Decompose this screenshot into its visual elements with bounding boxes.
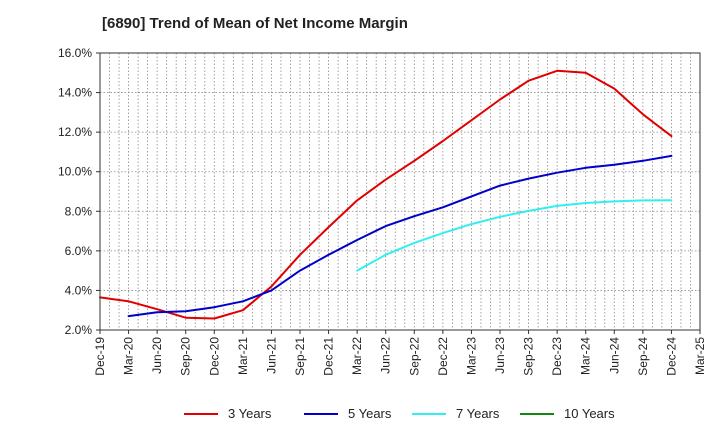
- x-tick-label: Mar-22: [350, 337, 364, 375]
- y-tick-label: 8.0%: [65, 204, 93, 218]
- legend-swatch: [412, 412, 446, 415]
- y-tick-label: 16.0%: [58, 46, 92, 60]
- x-tick-label: Sep-22: [407, 337, 421, 376]
- legend-label: 3 Years: [228, 406, 272, 421]
- x-tick-label: Mar-25: [693, 337, 707, 375]
- x-tick-label: Mar-24: [579, 337, 593, 375]
- x-tick-label: Mar-20: [122, 337, 136, 375]
- x-tick-label: Sep-24: [636, 337, 650, 376]
- x-tick-label: Sep-21: [293, 337, 307, 376]
- x-tick-label: Mar-23: [464, 337, 478, 375]
- grid-lines: [100, 53, 700, 330]
- x-tick-label: Jun-21: [264, 337, 278, 374]
- tick-labels: 2.0% 4.0% 6.0% 8.0% 10.0% 12.0% 14.0% 16.0% Dec-…: [58, 46, 707, 376]
- x-tick-label: Dec-22: [436, 337, 450, 376]
- legend: 3 Years 5 Years 7 Years 10 Years: [0, 406, 720, 426]
- y-tick-label: 14.0%: [58, 86, 92, 100]
- y-tick-label: 2.0%: [65, 323, 93, 337]
- x-tick-label: Dec-23: [550, 337, 564, 376]
- x-tick-label: Dec-21: [322, 337, 336, 376]
- series-line-7-years: [356, 199, 673, 272]
- y-tick-label: 10.0%: [58, 165, 92, 179]
- axes: [96, 52, 701, 334]
- legend-swatch: [304, 412, 338, 415]
- y-tick-label: 4.0%: [65, 283, 93, 297]
- legend-swatch: [520, 412, 554, 415]
- x-tick-label: Dec-19: [93, 337, 107, 376]
- x-tick-label: Jun-23: [493, 337, 507, 374]
- legend-item: 10 Years: [520, 406, 615, 421]
- series-lines: [99, 69, 673, 320]
- legend-label: 7 Years: [456, 406, 500, 421]
- y-tick-label: 12.0%: [58, 125, 92, 139]
- series-line-5-years: [127, 154, 673, 318]
- legend-item: 7 Years: [412, 406, 499, 421]
- x-tick-label: Jun-22: [379, 337, 393, 374]
- legend-item: 5 Years: [304, 406, 391, 421]
- legend-label: 10 Years: [564, 406, 615, 421]
- x-tick-label: Jun-24: [607, 337, 621, 374]
- x-tick-label: Dec-24: [664, 337, 678, 376]
- x-tick-label: Jun-20: [150, 337, 164, 374]
- x-tick-label: Sep-23: [522, 337, 536, 376]
- legend-label: 5 Years: [348, 406, 392, 421]
- plot-frame: [99, 52, 701, 331]
- chart-title: [6890] Trend of Mean of Net Income Margi…: [102, 15, 408, 32]
- series-line-3-years: [99, 69, 673, 320]
- x-tick-label: Sep-20: [179, 337, 193, 376]
- legend-swatch: [184, 412, 218, 415]
- x-tick-label: Dec-20: [207, 337, 221, 376]
- y-tick-label: 6.0%: [65, 244, 93, 258]
- x-tick-label: Mar-21: [236, 337, 250, 375]
- legend-item: 3 Years: [184, 406, 271, 421]
